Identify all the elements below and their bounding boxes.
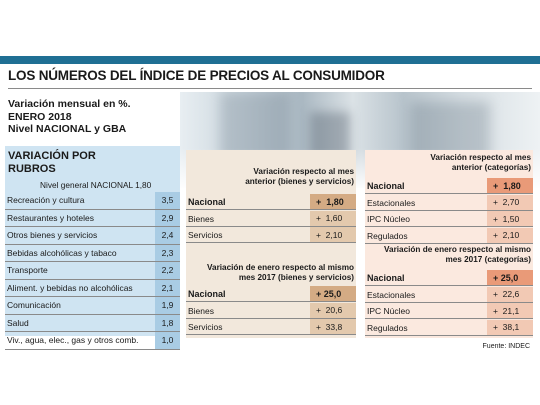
row-label: Salud — [7, 317, 29, 328]
row-value: 1,8 — [155, 314, 180, 331]
table-row: Recreación y cultura 3,5 — [5, 192, 180, 210]
rubros-subtitle: Nivel general NACIONAL 1,80 — [40, 180, 152, 190]
table-row: Nacional + 1,80 — [186, 194, 356, 210]
row-value: + 2,10 — [310, 227, 356, 242]
row-label: Comunicación — [7, 300, 61, 310]
row-label: Servicios — [188, 230, 223, 240]
page-title: LOS NÚMEROS DEL ÍNDICE DE PRECIOS AL CON… — [8, 68, 385, 83]
row-label: IPC Núcleo — [367, 214, 410, 224]
row-label: Otros bienes y servicios — [7, 230, 98, 240]
row-value: 2,2 — [155, 262, 180, 279]
accent-bar — [0, 56, 540, 64]
row-label: Nacional — [188, 197, 226, 207]
row-value: 2,1 — [155, 279, 180, 296]
row-label: Aliment. y bebidas no alcohólicas — [7, 282, 133, 293]
row-label: Restaurantes y hoteles — [7, 212, 94, 223]
table-row: Bebidas alcohólicas y tabaco 2,3 — [5, 244, 180, 262]
row-value: + 1,50 — [487, 211, 533, 226]
table-row: IPC Núcleo + 1,50 — [365, 211, 533, 227]
table-row: Otros bienes y servicios 2,4 — [5, 227, 180, 245]
row-label: Estacionales — [367, 197, 416, 208]
row-value: + 25,0 — [487, 270, 533, 285]
table-row: Restaurantes y hoteles 2,9 — [5, 209, 180, 227]
table-row: IPC Núcleo + 21,1 — [365, 303, 533, 319]
row-label: Nacional — [188, 289, 226, 299]
table-row: Comunicación 1,9 — [5, 297, 180, 315]
row-value: 1,0 — [155, 332, 180, 349]
table-row: Estacionales + 2,70 — [365, 194, 533, 211]
table-row: Servicios + 2,10 — [186, 227, 356, 243]
subtitle-line: Variación mensual en %. — [8, 98, 131, 110]
row-value: + 38,1 — [487, 319, 533, 335]
row-label: Nacional — [367, 181, 405, 191]
row-value: + 25,0 — [310, 286, 356, 301]
row-label: IPC Núcleo — [367, 306, 410, 316]
row-value: + 1,60 — [310, 210, 356, 226]
table-row: Estacionales + 22,6 — [365, 286, 533, 303]
table-row: Servicios + 33,8 — [186, 319, 356, 335]
row-value: 2,4 — [155, 227, 180, 244]
row-label: Servicios — [188, 322, 223, 332]
table-row: Viv., agua, elec., gas y otros comb. 1,0 — [5, 332, 180, 350]
table-row: Transporte 2,2 — [5, 262, 180, 280]
source-note: Fuente: INDEC — [482, 343, 530, 350]
table-row: Bienes + 1,60 — [186, 210, 356, 227]
table-header: Variación de enero respecto al mismo mes… — [384, 245, 531, 264]
row-value: + 1,80 — [310, 194, 356, 209]
table-header: Variación respecto al mes anterior (bien… — [245, 167, 354, 186]
row-value: + 2,70 — [487, 194, 533, 210]
subtitle-block: Variación mensual en %. ENERO 2018 Nivel… — [8, 98, 131, 136]
row-label: Transporte — [7, 265, 48, 275]
row-value: + 2,10 — [487, 227, 533, 243]
row-value: + 1,80 — [487, 178, 533, 193]
subtitle-line: Nivel NACIONAL y GBA — [8, 123, 127, 135]
row-value: 2,9 — [155, 209, 180, 226]
title-divider — [8, 88, 532, 89]
table-row: Salud 1,8 — [5, 314, 180, 332]
rubros-panel — [5, 146, 180, 336]
row-label: Regulados — [367, 230, 408, 241]
row-value: + 21,1 — [487, 303, 533, 318]
row-label: Estacionales — [367, 289, 416, 300]
table-row: Nacional + 1,80 — [365, 178, 533, 194]
table-row: Aliment. y bebidas no alcohólicas 2,1 — [5, 279, 180, 297]
row-label: Bienes — [188, 213, 214, 224]
table-row: Regulados + 2,10 — [365, 227, 533, 244]
table-row: Nacional + 25,0 — [186, 286, 356, 302]
row-value: + 33,8 — [310, 319, 356, 334]
row-value: 1,9 — [155, 297, 180, 314]
row-label: Regulados — [367, 322, 408, 333]
row-label: Bebidas alcohólicas y tabaco — [7, 247, 117, 258]
row-value: + 22,6 — [487, 286, 533, 302]
row-value: + 20,6 — [310, 302, 356, 318]
table-row: Regulados + 38,1 — [365, 319, 533, 336]
row-label: Viv., agua, elec., gas y otros comb. — [7, 335, 139, 345]
row-label: Nacional — [367, 273, 405, 283]
row-label: Recreación y cultura — [7, 195, 85, 205]
table-row: Bienes + 20,6 — [186, 302, 356, 319]
subtitle-line: ENERO 2018 — [8, 110, 72, 123]
table-header: Variación respecto al mes anterior (cate… — [430, 153, 531, 172]
row-label: Bienes — [188, 305, 214, 316]
table-row: Nacional + 25,0 — [365, 270, 533, 286]
row-value: 2,3 — [155, 244, 180, 261]
rubros-title: VARIACIÓN POR RUBROS — [8, 150, 96, 175]
table-header: Variación de enero respecto al mismo mes… — [207, 263, 354, 282]
row-value: 3,5 — [155, 192, 180, 209]
